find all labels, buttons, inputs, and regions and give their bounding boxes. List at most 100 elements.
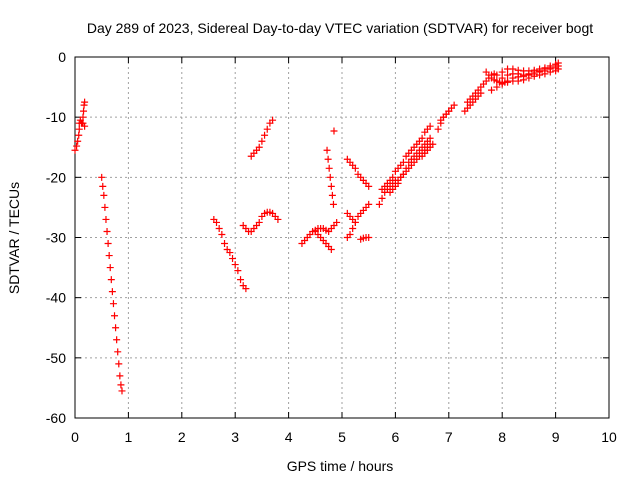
data-point bbox=[327, 182, 335, 190]
y-tick-label: 0 bbox=[58, 49, 66, 65]
data-point bbox=[450, 101, 458, 109]
data-point bbox=[113, 336, 121, 344]
x-tick-label: 10 bbox=[601, 429, 617, 445]
series-seg-m bbox=[343, 209, 359, 226]
data-point bbox=[111, 312, 119, 320]
data-point bbox=[74, 137, 82, 145]
series-seg-r bbox=[418, 140, 437, 160]
data-point bbox=[106, 264, 114, 272]
data-point bbox=[107, 276, 115, 284]
data-point bbox=[242, 285, 250, 293]
data-point bbox=[79, 113, 87, 121]
data-point bbox=[81, 98, 89, 106]
data-point bbox=[418, 134, 426, 142]
data-point bbox=[269, 116, 277, 124]
series-seg-q bbox=[386, 134, 434, 196]
data-point bbox=[326, 173, 334, 181]
y-tick-label: -10 bbox=[46, 109, 66, 125]
data-point bbox=[493, 71, 501, 79]
y-tick-label: -60 bbox=[46, 410, 66, 426]
x-tick-label: 2 bbox=[178, 429, 186, 445]
data-point bbox=[330, 127, 338, 135]
data-point bbox=[434, 125, 442, 133]
data-point bbox=[71, 146, 79, 154]
data-point bbox=[514, 73, 522, 81]
data-point bbox=[117, 381, 125, 389]
data-point bbox=[365, 200, 373, 208]
x-tick-label: 6 bbox=[392, 429, 400, 445]
data-point bbox=[118, 387, 126, 395]
data-point bbox=[114, 348, 122, 356]
data-point bbox=[520, 72, 528, 80]
x-tick-label: 9 bbox=[552, 429, 560, 445]
y-tick-label: -40 bbox=[46, 290, 66, 306]
data-points bbox=[71, 59, 562, 395]
x-tick-label: 7 bbox=[445, 429, 453, 445]
data-point bbox=[213, 218, 221, 226]
data-point bbox=[226, 249, 234, 257]
data-point bbox=[261, 131, 269, 139]
data-point bbox=[378, 194, 386, 202]
data-point bbox=[103, 227, 111, 235]
data-point bbox=[493, 83, 501, 91]
data-point bbox=[498, 74, 506, 82]
chart-title: Day 289 of 2023, Sidereal Day-to-day VTE… bbox=[87, 20, 593, 36]
data-point bbox=[116, 372, 124, 380]
data-point bbox=[215, 224, 223, 232]
y-axis: 0 -10 -20 -30 -40 -50 -60 bbox=[46, 49, 609, 426]
series-seg-e bbox=[239, 208, 282, 235]
data-point bbox=[426, 134, 434, 142]
series-seg-i bbox=[323, 146, 337, 208]
data-point bbox=[78, 119, 86, 127]
series-seg-g bbox=[298, 218, 341, 248]
data-point bbox=[80, 107, 88, 115]
series-seg-a bbox=[71, 116, 89, 154]
data-point bbox=[399, 170, 407, 178]
data-point bbox=[323, 146, 331, 154]
data-point bbox=[255, 218, 263, 226]
data-point bbox=[426, 122, 434, 130]
data-point bbox=[351, 218, 359, 226]
x-tick-label: 5 bbox=[338, 429, 346, 445]
data-point bbox=[328, 191, 336, 199]
data-point bbox=[325, 164, 333, 172]
series-seg-j bbox=[330, 127, 338, 135]
data-point bbox=[536, 68, 544, 76]
data-point bbox=[229, 255, 237, 263]
data-point bbox=[324, 155, 332, 163]
data-point bbox=[221, 240, 229, 248]
series-seg-v bbox=[463, 70, 498, 106]
data-point bbox=[101, 203, 109, 211]
data-point bbox=[98, 173, 106, 181]
data-point bbox=[258, 137, 266, 145]
x-tick-label: 8 bbox=[498, 429, 506, 445]
data-point bbox=[498, 68, 506, 76]
data-point bbox=[327, 246, 335, 254]
data-point bbox=[375, 200, 383, 208]
data-point bbox=[509, 74, 517, 82]
x-tick-label: 4 bbox=[285, 429, 293, 445]
data-point bbox=[274, 215, 282, 223]
data-point bbox=[530, 70, 538, 78]
data-point bbox=[429, 140, 437, 148]
data-point bbox=[100, 191, 108, 199]
data-point bbox=[99, 182, 107, 190]
data-point bbox=[109, 300, 117, 308]
series-seg-n bbox=[357, 234, 373, 243]
data-point bbox=[346, 230, 354, 238]
data-point bbox=[504, 78, 512, 86]
data-point bbox=[263, 125, 271, 133]
x-axis: 0 1 2 3 4 5 6 7 8 9 10 bbox=[71, 57, 617, 445]
y-tick-label: -20 bbox=[46, 169, 66, 185]
data-point bbox=[365, 182, 373, 190]
data-point bbox=[504, 71, 512, 79]
data-point bbox=[234, 267, 242, 275]
y-axis-label: SDTVAR / TECUs bbox=[6, 182, 22, 294]
data-point bbox=[115, 360, 123, 368]
data-point bbox=[498, 80, 506, 88]
series-seg-t bbox=[437, 107, 453, 124]
data-point bbox=[105, 252, 113, 260]
data-point bbox=[349, 224, 357, 232]
data-point bbox=[108, 288, 116, 296]
